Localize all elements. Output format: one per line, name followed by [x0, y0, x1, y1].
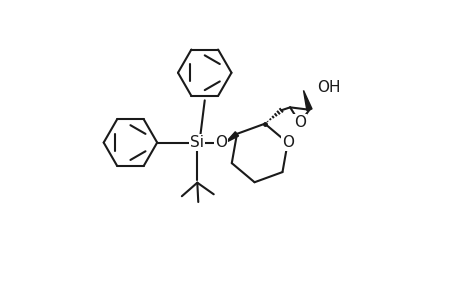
- Text: O: O: [281, 135, 293, 150]
- Text: O: O: [293, 115, 305, 130]
- Text: O: O: [215, 135, 227, 150]
- Polygon shape: [303, 90, 311, 110]
- Text: Si: Si: [190, 135, 204, 150]
- Text: OH: OH: [316, 80, 340, 95]
- Polygon shape: [225, 132, 238, 142]
